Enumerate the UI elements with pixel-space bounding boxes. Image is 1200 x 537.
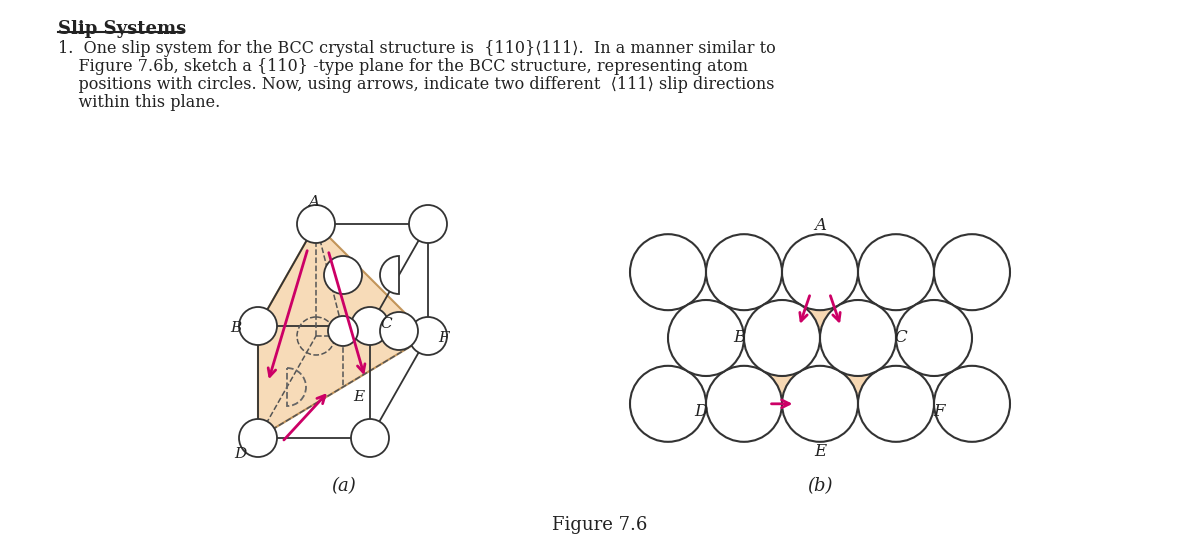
Circle shape xyxy=(328,316,358,346)
Polygon shape xyxy=(258,224,428,438)
Text: A: A xyxy=(308,195,319,209)
Circle shape xyxy=(298,205,335,243)
Circle shape xyxy=(934,234,1010,310)
Text: D: D xyxy=(234,447,246,461)
Text: (b): (b) xyxy=(808,477,833,495)
Circle shape xyxy=(706,366,782,442)
Circle shape xyxy=(324,256,362,294)
Circle shape xyxy=(782,234,858,310)
Text: D: D xyxy=(695,403,708,420)
Text: B: B xyxy=(733,330,745,346)
Circle shape xyxy=(668,300,744,376)
Circle shape xyxy=(352,307,389,345)
Text: F: F xyxy=(439,331,449,345)
Text: positions with circles. Now, using arrows, indicate two different  ⟨111⟩ slip di: positions with circles. Now, using arrow… xyxy=(58,76,774,93)
Circle shape xyxy=(380,312,418,350)
Circle shape xyxy=(409,317,446,355)
Text: Figure 7.6: Figure 7.6 xyxy=(552,516,648,534)
Text: (a): (a) xyxy=(331,477,356,495)
Text: E: E xyxy=(814,444,826,460)
Circle shape xyxy=(934,366,1010,442)
Circle shape xyxy=(782,366,858,442)
Circle shape xyxy=(239,419,277,457)
Text: C: C xyxy=(895,330,907,346)
Text: A: A xyxy=(814,217,826,234)
Text: B: B xyxy=(230,321,241,335)
Circle shape xyxy=(630,366,706,442)
Polygon shape xyxy=(820,338,896,404)
Circle shape xyxy=(744,300,820,376)
Text: C: C xyxy=(380,317,392,331)
Circle shape xyxy=(820,300,896,376)
Polygon shape xyxy=(782,272,858,338)
Circle shape xyxy=(352,419,389,457)
Text: Figure 7.6b, sketch a {110} -type plane for the BCC structure, representing atom: Figure 7.6b, sketch a {110} -type plane … xyxy=(58,58,748,75)
Wedge shape xyxy=(380,256,398,294)
Circle shape xyxy=(858,234,934,310)
Text: E: E xyxy=(354,390,365,404)
Text: within this plane.: within this plane. xyxy=(58,94,221,111)
Circle shape xyxy=(896,300,972,376)
Circle shape xyxy=(706,234,782,310)
Circle shape xyxy=(409,205,446,243)
Polygon shape xyxy=(744,338,820,404)
Circle shape xyxy=(239,307,277,345)
Text: F: F xyxy=(934,403,944,420)
Text: 1.  One slip system for the BCC crystal structure is  {110}⟨111⟩.  In a manner s: 1. One slip system for the BCC crystal s… xyxy=(58,40,775,57)
Text: Slip Systems: Slip Systems xyxy=(58,20,186,38)
Circle shape xyxy=(630,234,706,310)
Circle shape xyxy=(858,366,934,442)
